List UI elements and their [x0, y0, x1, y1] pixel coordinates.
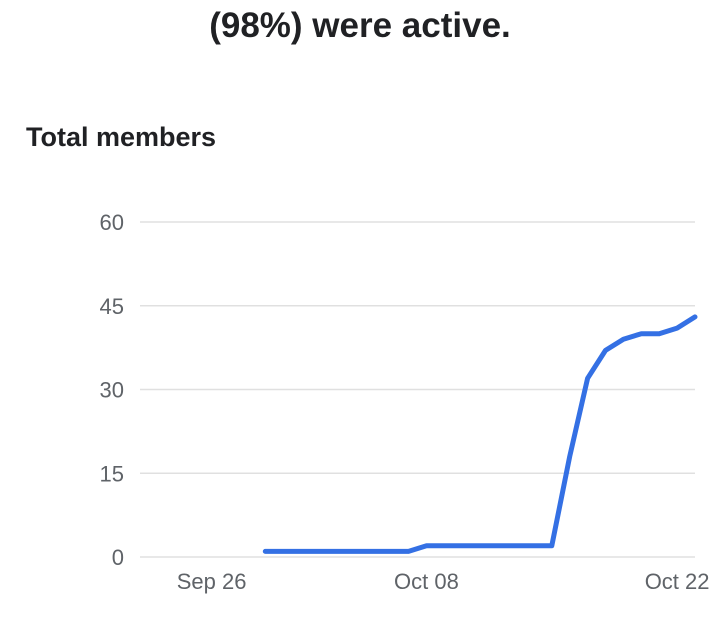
y-tick-label: 60: [100, 210, 124, 235]
y-axis-ticks: 0 15 30 45 60: [100, 210, 124, 570]
x-tick-label: Oct 22: [645, 569, 710, 594]
series-line-0: [262, 314, 698, 554]
x-tick-label: Sep 26: [177, 569, 247, 594]
grid-lines: [140, 221, 695, 558]
y-tick-label: 15: [100, 461, 124, 486]
headline: (98%) were active.: [209, 6, 511, 45]
series-layer: [262, 314, 698, 554]
y-tick-label: 30: [100, 378, 124, 403]
x-tick-label: Oct 08: [394, 569, 459, 594]
y-tick-label: 45: [100, 294, 124, 319]
y-tick-label: 0: [112, 545, 124, 570]
chart-title: Total members: [26, 122, 217, 152]
x-axis-ticks: Sep 26 Oct 08 Oct 22: [177, 569, 710, 594]
